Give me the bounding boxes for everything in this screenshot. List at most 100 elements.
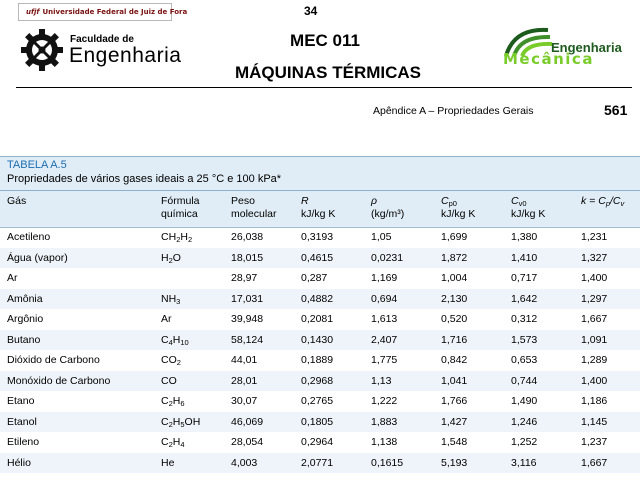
cell-rho: 0,694 bbox=[371, 292, 398, 305]
cell-k: 1,186 bbox=[581, 395, 608, 407]
cell-formula: C2H6 bbox=[161, 395, 185, 408]
header-gas: Gás bbox=[7, 195, 27, 207]
table-row: Acetileno CH2H2 26,038 0,3193 1,05 1,699 1,380… bbox=[0, 227, 640, 247]
cell-r: 0,1805 bbox=[301, 415, 334, 428]
ufjf-banner: ufjf Universidade Federal de Juiz de For… bbox=[18, 3, 187, 21]
cell-formula: Ar bbox=[161, 313, 172, 325]
header-divider bbox=[16, 87, 632, 88]
cell-cp: 1,041 bbox=[441, 374, 468, 387]
cell-formula: CH2H2 bbox=[161, 231, 193, 244]
cell-mw: 30,07 bbox=[231, 395, 258, 407]
cell-k: 1,289 bbox=[581, 354, 608, 366]
mecanica-logo-line1: Engenharia bbox=[551, 40, 622, 55]
cell-gas: Etano bbox=[7, 395, 35, 407]
cell-gas: Etanol bbox=[7, 415, 37, 428]
cell-gas: Acetileno bbox=[7, 231, 51, 243]
table-row: Etileno C2H4 28,054 0,2964 1,138 1,548 1,252 1,… bbox=[0, 432, 640, 452]
cell-mw: 26,038 bbox=[231, 231, 264, 243]
table-row: Argônio Ar 39,948 0,2081 1,613 0,520 0,312 1,66… bbox=[0, 309, 640, 329]
cell-formula: CO bbox=[161, 374, 177, 387]
cell-k: 1,237 bbox=[581, 436, 608, 448]
cell-formula: NH3 bbox=[161, 292, 181, 306]
cell-gas: Dióxido de Carbono bbox=[7, 354, 100, 366]
cell-cp: 2,130 bbox=[441, 292, 468, 305]
cell-k: 1,327 bbox=[581, 251, 608, 264]
cell-r: 0,2968 bbox=[301, 374, 334, 387]
cell-rho: 2,407 bbox=[371, 333, 398, 346]
table-row: Etano C2H6 30,07 0,2765 1,222 1,766 1,490 1,186 bbox=[0, 391, 640, 411]
cell-rho: 0,1615 bbox=[371, 456, 404, 469]
cell-k: 1,297 bbox=[581, 292, 608, 305]
cell-cv: 3,116 bbox=[511, 456, 537, 469]
cell-gas: Hélio bbox=[7, 456, 31, 469]
cell-cp: 1,872 bbox=[441, 251, 468, 264]
cell-formula: CO2 bbox=[161, 354, 181, 367]
cell-rho: 1,13 bbox=[371, 374, 392, 387]
subject-title: MÁQUINAS TÉRMICAS bbox=[234, 63, 422, 82]
table-row: Hélio He 4,003 2,0771 0,1615 5,193 3,116 1,667 bbox=[0, 452, 640, 473]
cell-gas: Butano bbox=[7, 333, 41, 346]
cell-rho: 1,169 bbox=[371, 272, 398, 284]
table-row: Monóxido de Carbono CO 28,01 0,2968 1,13 1,04… bbox=[0, 370, 640, 391]
cell-k: 1,667 bbox=[581, 456, 608, 469]
cell-mw: 46,069 bbox=[231, 415, 264, 428]
cell-k: 1,231 bbox=[581, 231, 608, 243]
cell-rho: 1,222 bbox=[371, 395, 398, 407]
header-formula: Fórmula química bbox=[161, 195, 200, 220]
page-number: 561 bbox=[604, 102, 628, 118]
cell-cv: 1,642 bbox=[511, 292, 538, 305]
cell-k: 1,400 bbox=[581, 272, 608, 284]
cell-r: 0,2081 bbox=[301, 313, 334, 325]
cell-k: 1,400 bbox=[581, 374, 608, 387]
cell-rho: 1,613 bbox=[371, 313, 398, 325]
cell-mw: 17,031 bbox=[231, 292, 264, 305]
cell-mw: 28,97 bbox=[231, 272, 258, 284]
header-cp0: Cp0 kJ/kg K bbox=[441, 195, 476, 220]
cell-cv: 0,717 bbox=[511, 272, 538, 284]
cell-cv: 1,490 bbox=[511, 395, 538, 407]
table-title-band bbox=[0, 156, 640, 190]
cell-gas: Argônio bbox=[7, 313, 44, 325]
cell-cv: 1,246 bbox=[511, 415, 538, 428]
table-title: TABELA A.5 bbox=[7, 159, 67, 171]
table-row: Ar 28,97 0,287 1,169 1,004 0,717 1,400 bbox=[0, 268, 640, 288]
cell-rho: 1,775 bbox=[371, 354, 398, 366]
table-caption: Propriedades de vários gases ideais a 25… bbox=[7, 173, 282, 185]
cell-cp: 1,766 bbox=[441, 395, 468, 407]
cell-cp: 1,004 bbox=[441, 272, 468, 284]
cell-formula: C2H5OH bbox=[161, 415, 201, 429]
table-row: Dióxido de Carbono CO2 44,01 0,1889 1,775 0,8… bbox=[0, 350, 640, 370]
cell-gas: Etileno bbox=[7, 436, 40, 448]
cell-formula: H2O bbox=[161, 251, 181, 265]
cell-cv: 1,410 bbox=[511, 251, 538, 264]
cell-mw: 28,054 bbox=[231, 436, 264, 448]
course-code: MEC 011 bbox=[290, 31, 360, 50]
cell-cv: 0,312 bbox=[511, 313, 538, 325]
cell-r: 0,1430 bbox=[301, 333, 334, 346]
header-molecular-weight: Peso molecular bbox=[231, 195, 277, 220]
cell-cp: 0,520 bbox=[441, 313, 468, 325]
cell-rho: 1,883 bbox=[371, 415, 398, 428]
cell-cv: 1,573 bbox=[511, 333, 538, 346]
cell-rho: 1,138 bbox=[371, 436, 398, 448]
faculty-name: Engenharia bbox=[69, 44, 182, 67]
cell-formula: C4H10 bbox=[161, 333, 189, 347]
cell-mw: 18,015 bbox=[231, 251, 264, 264]
header-cv0: Cv0 kJ/kg K bbox=[511, 195, 546, 220]
running-header: Apêndice A – Propriedades Gerais bbox=[373, 105, 534, 117]
cell-r: 0,287 bbox=[301, 272, 328, 284]
table-row: Etanol C2H5OH 46,069 0,1805 1,883 1,427 1,246 1… bbox=[0, 411, 640, 432]
mecanica-logo-line2: Mecânica bbox=[503, 50, 594, 68]
cell-formula: He bbox=[161, 456, 175, 469]
cell-rho: 0,0231 bbox=[371, 251, 404, 264]
cell-gas: Amônia bbox=[7, 292, 43, 305]
cell-gas: Água (vapor) bbox=[7, 251, 68, 264]
cell-cv: 1,252 bbox=[511, 436, 538, 448]
cell-cp: 1,716 bbox=[441, 333, 468, 346]
cell-r: 0,4882 bbox=[301, 292, 334, 305]
cell-k: 1,667 bbox=[581, 313, 608, 325]
cell-cp: 1,699 bbox=[441, 231, 468, 243]
cell-mw: 44,01 bbox=[231, 354, 258, 366]
